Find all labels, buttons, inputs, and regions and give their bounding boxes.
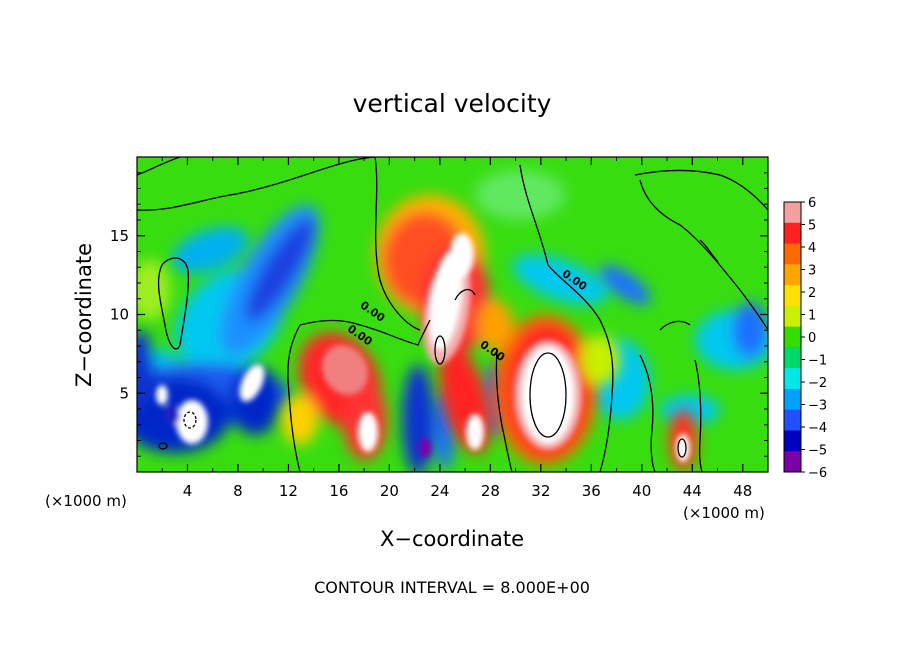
colorbar-tick-label: −5	[808, 444, 827, 459]
colorbar-swatch	[784, 305, 801, 328]
x-tick-label: 44	[683, 482, 702, 500]
colorbar-swatch	[784, 430, 801, 452]
colorbar-tick-label: −3	[808, 399, 827, 414]
x-axis-title: X−coordinate	[380, 527, 524, 551]
colorbar-swatch	[784, 368, 801, 390]
colorbar-tick-label: 6	[808, 196, 816, 211]
colorbar-tick-label: 3	[808, 264, 816, 279]
chart-title: vertical velocity	[353, 89, 552, 118]
x-tick-label: 40	[632, 482, 651, 500]
x-axis: 4 8 12 16 20 24 28 32 36 40 44 48	[161, 157, 752, 500]
colorbar-swatch	[784, 243, 801, 265]
colorbar-swatch	[784, 388, 801, 411]
colorbar-swatch	[784, 326, 801, 348]
colorbar-swatch	[784, 347, 801, 369]
colorbar-tick-label: 1	[808, 309, 816, 324]
x-tick-label: 12	[279, 482, 298, 500]
colorbar-tick-label: 4	[808, 241, 816, 256]
x-unit-left: (×1000 m)	[45, 492, 127, 510]
colorbar-swatch	[784, 409, 801, 431]
colorbar-tick-label: 0	[808, 331, 816, 346]
colorbar-swatch	[784, 264, 801, 286]
colorbar-tick-label: 2	[808, 286, 816, 301]
x-tick-label: 36	[582, 482, 601, 500]
plot-area: 0.000.000.000.00	[137, 157, 768, 472]
colorbar-swatch	[784, 202, 801, 224]
colorbar-tick-label: −1	[808, 354, 827, 369]
x-tick-label: 4	[183, 482, 193, 500]
colorbar-tick-label: 5	[808, 219, 816, 234]
contour-interval-note: CONTOUR INTERVAL = 8.000E+00	[314, 578, 590, 597]
x-tick-label: 28	[481, 482, 500, 500]
contour-lines	[137, 157, 768, 472]
x-tick-label: 32	[531, 482, 550, 500]
x-tick-label: 16	[329, 482, 348, 500]
colorbar: 6 5 4 3 2 1 0 −1 −2 −3 −4 −5 −6	[783, 196, 827, 481]
colorbar-swatch	[784, 451, 801, 473]
heatmap-cores	[156, 233, 690, 462]
x-tick-label: 24	[430, 482, 449, 500]
y-axis: 5 10 15	[110, 172, 768, 457]
colorbar-swatch	[784, 222, 801, 245]
x-unit-right: (×1000 m)	[683, 504, 765, 522]
colorbar-tick-label: −6	[808, 466, 827, 481]
y-tick-label: 5	[119, 384, 129, 402]
colorbar-tick-label: −2	[808, 376, 827, 391]
y-axis-title: Z−coordinate	[72, 243, 96, 387]
colorbar-tick-label: −4	[808, 421, 827, 436]
x-tick-label: 48	[733, 482, 752, 500]
y-tick-label: 10	[110, 306, 129, 324]
colorbar-swatch	[784, 285, 801, 307]
y-tick-label: 15	[110, 227, 129, 245]
x-tick-label: 20	[380, 482, 399, 500]
x-tick-label: 8	[233, 482, 243, 500]
